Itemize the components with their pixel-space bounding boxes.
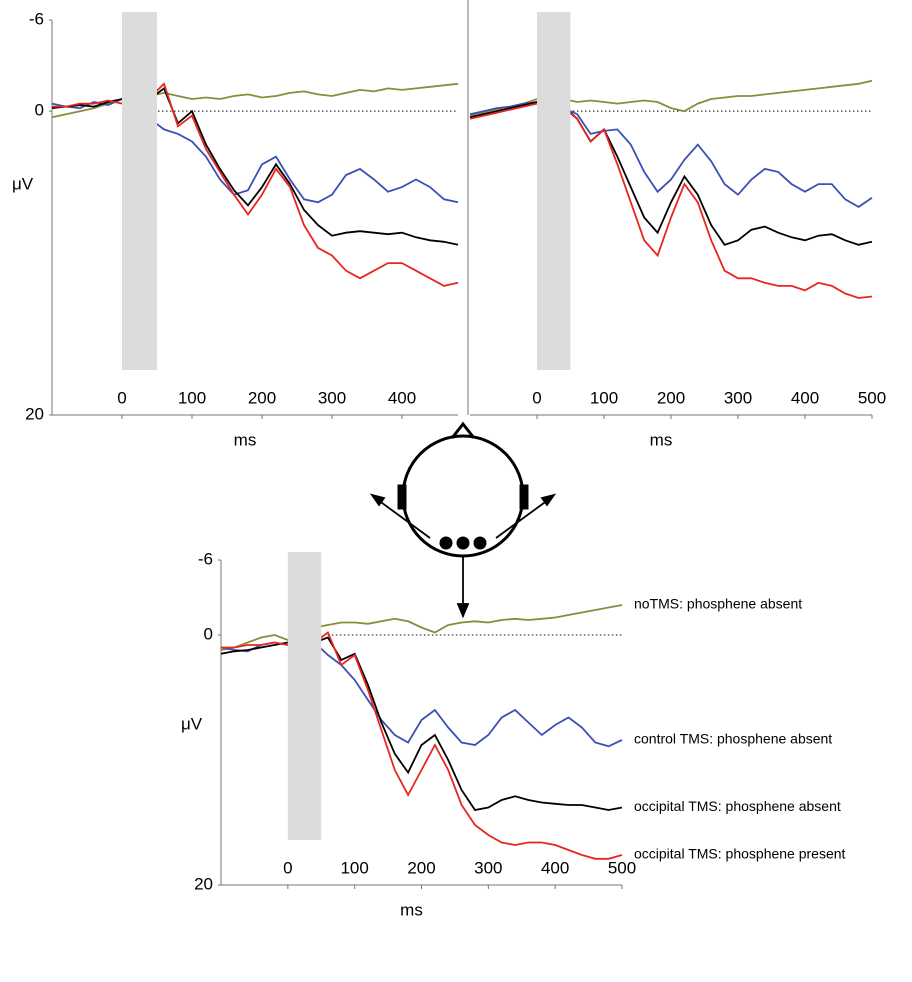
x-tick-label: 300 bbox=[318, 388, 346, 407]
electrode bbox=[441, 538, 451, 548]
x-tick-label: 400 bbox=[388, 388, 416, 407]
x-tick-label: 300 bbox=[474, 858, 502, 877]
head-diagram bbox=[372, 424, 554, 616]
series-line bbox=[52, 88, 458, 244]
series-line bbox=[221, 641, 622, 746]
x-tick-label: 400 bbox=[791, 388, 819, 407]
legend-label: noTMS: phosphene absent bbox=[634, 596, 802, 612]
y-axis-label: μV bbox=[12, 174, 34, 193]
legend-label: control TMS: phosphene absent bbox=[634, 731, 832, 747]
legend-label: occipital TMS: phosphene present bbox=[634, 846, 846, 862]
x-tick-label: 100 bbox=[590, 388, 618, 407]
y-tick-label: 0 bbox=[35, 101, 44, 120]
series-line bbox=[221, 638, 622, 811]
ear bbox=[521, 486, 527, 508]
x-tick-label: 500 bbox=[858, 388, 886, 407]
panel: 0 100 200 300 400 500 ms bbox=[468, 0, 886, 449]
x-tick-label: 100 bbox=[340, 858, 368, 877]
electrode bbox=[475, 538, 485, 548]
x-tick-label: 300 bbox=[724, 388, 752, 407]
y-tick-label: 0 bbox=[204, 624, 213, 643]
x-tick-label: 200 bbox=[248, 388, 276, 407]
series-line bbox=[52, 99, 458, 202]
series-line bbox=[470, 102, 872, 245]
x-tick-label: 0 bbox=[532, 388, 541, 407]
x-tick-label: 0 bbox=[117, 388, 126, 407]
y-tick-label: 20 bbox=[25, 404, 44, 423]
x-tick-label: 200 bbox=[407, 858, 435, 877]
ear bbox=[399, 486, 405, 508]
tms-span bbox=[122, 12, 157, 370]
x-axis-label: ms bbox=[650, 430, 673, 449]
x-tick-label: 400 bbox=[541, 858, 569, 877]
x-tick-label: 200 bbox=[657, 388, 685, 407]
series-line bbox=[470, 102, 872, 207]
x-tick-label: 500 bbox=[608, 858, 636, 877]
tms-span bbox=[288, 552, 321, 840]
y-axis-label: μV bbox=[181, 714, 203, 733]
figure: -60200100200300400μVms0100200300400500ms… bbox=[0, 0, 912, 982]
x-tick-label: 100 bbox=[178, 388, 206, 407]
tms-span bbox=[537, 12, 571, 370]
x-axis-label: ms bbox=[234, 430, 257, 449]
series-line bbox=[470, 81, 872, 116]
electrode bbox=[458, 538, 468, 548]
x-axis-label: ms bbox=[400, 900, 423, 919]
page: {"chart_data": [ {"type": "line", "xlabe… bbox=[0, 0, 912, 982]
x-tick-label: 0 bbox=[283, 858, 292, 877]
series-line bbox=[52, 84, 458, 286]
y-tick-label: -6 bbox=[29, 9, 44, 28]
legend-label: occipital TMS: phosphene absent bbox=[634, 798, 841, 814]
y-tick-label: -6 bbox=[198, 549, 213, 568]
y-tick-label: 20 bbox=[194, 874, 213, 893]
